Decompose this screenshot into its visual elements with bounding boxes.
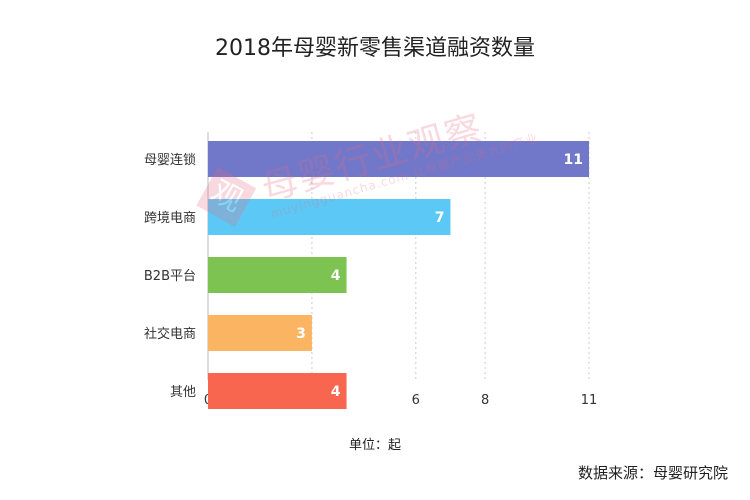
bar [208,199,451,235]
unit-label: 单位：起 [348,438,401,453]
source-note: 数据来源：母婴研究院 [577,464,728,482]
bar [208,257,347,293]
x-tick-label: 8 [481,393,489,408]
bar-value-label: 4 [331,268,341,284]
category-label: 跨境电商 [144,211,196,226]
x-tick-label: 6 [412,393,420,408]
category-label: 母婴连锁 [144,152,196,168]
bar-value-label: 11 [564,152,583,168]
bar [208,141,589,177]
category-label: 其他 [170,385,196,400]
x-tick-label: 11 [581,393,598,408]
bar-value-label: 4 [331,384,341,400]
bar [208,373,347,409]
bar-value-label: 7 [435,210,445,226]
chart-title: 2018年母婴新零售渠道融资数量 [215,36,535,61]
bar-value-label: 3 [296,326,306,342]
bar [208,315,312,351]
category-label: 社交电商 [144,326,196,342]
category-label: B2B平台 [144,269,196,284]
